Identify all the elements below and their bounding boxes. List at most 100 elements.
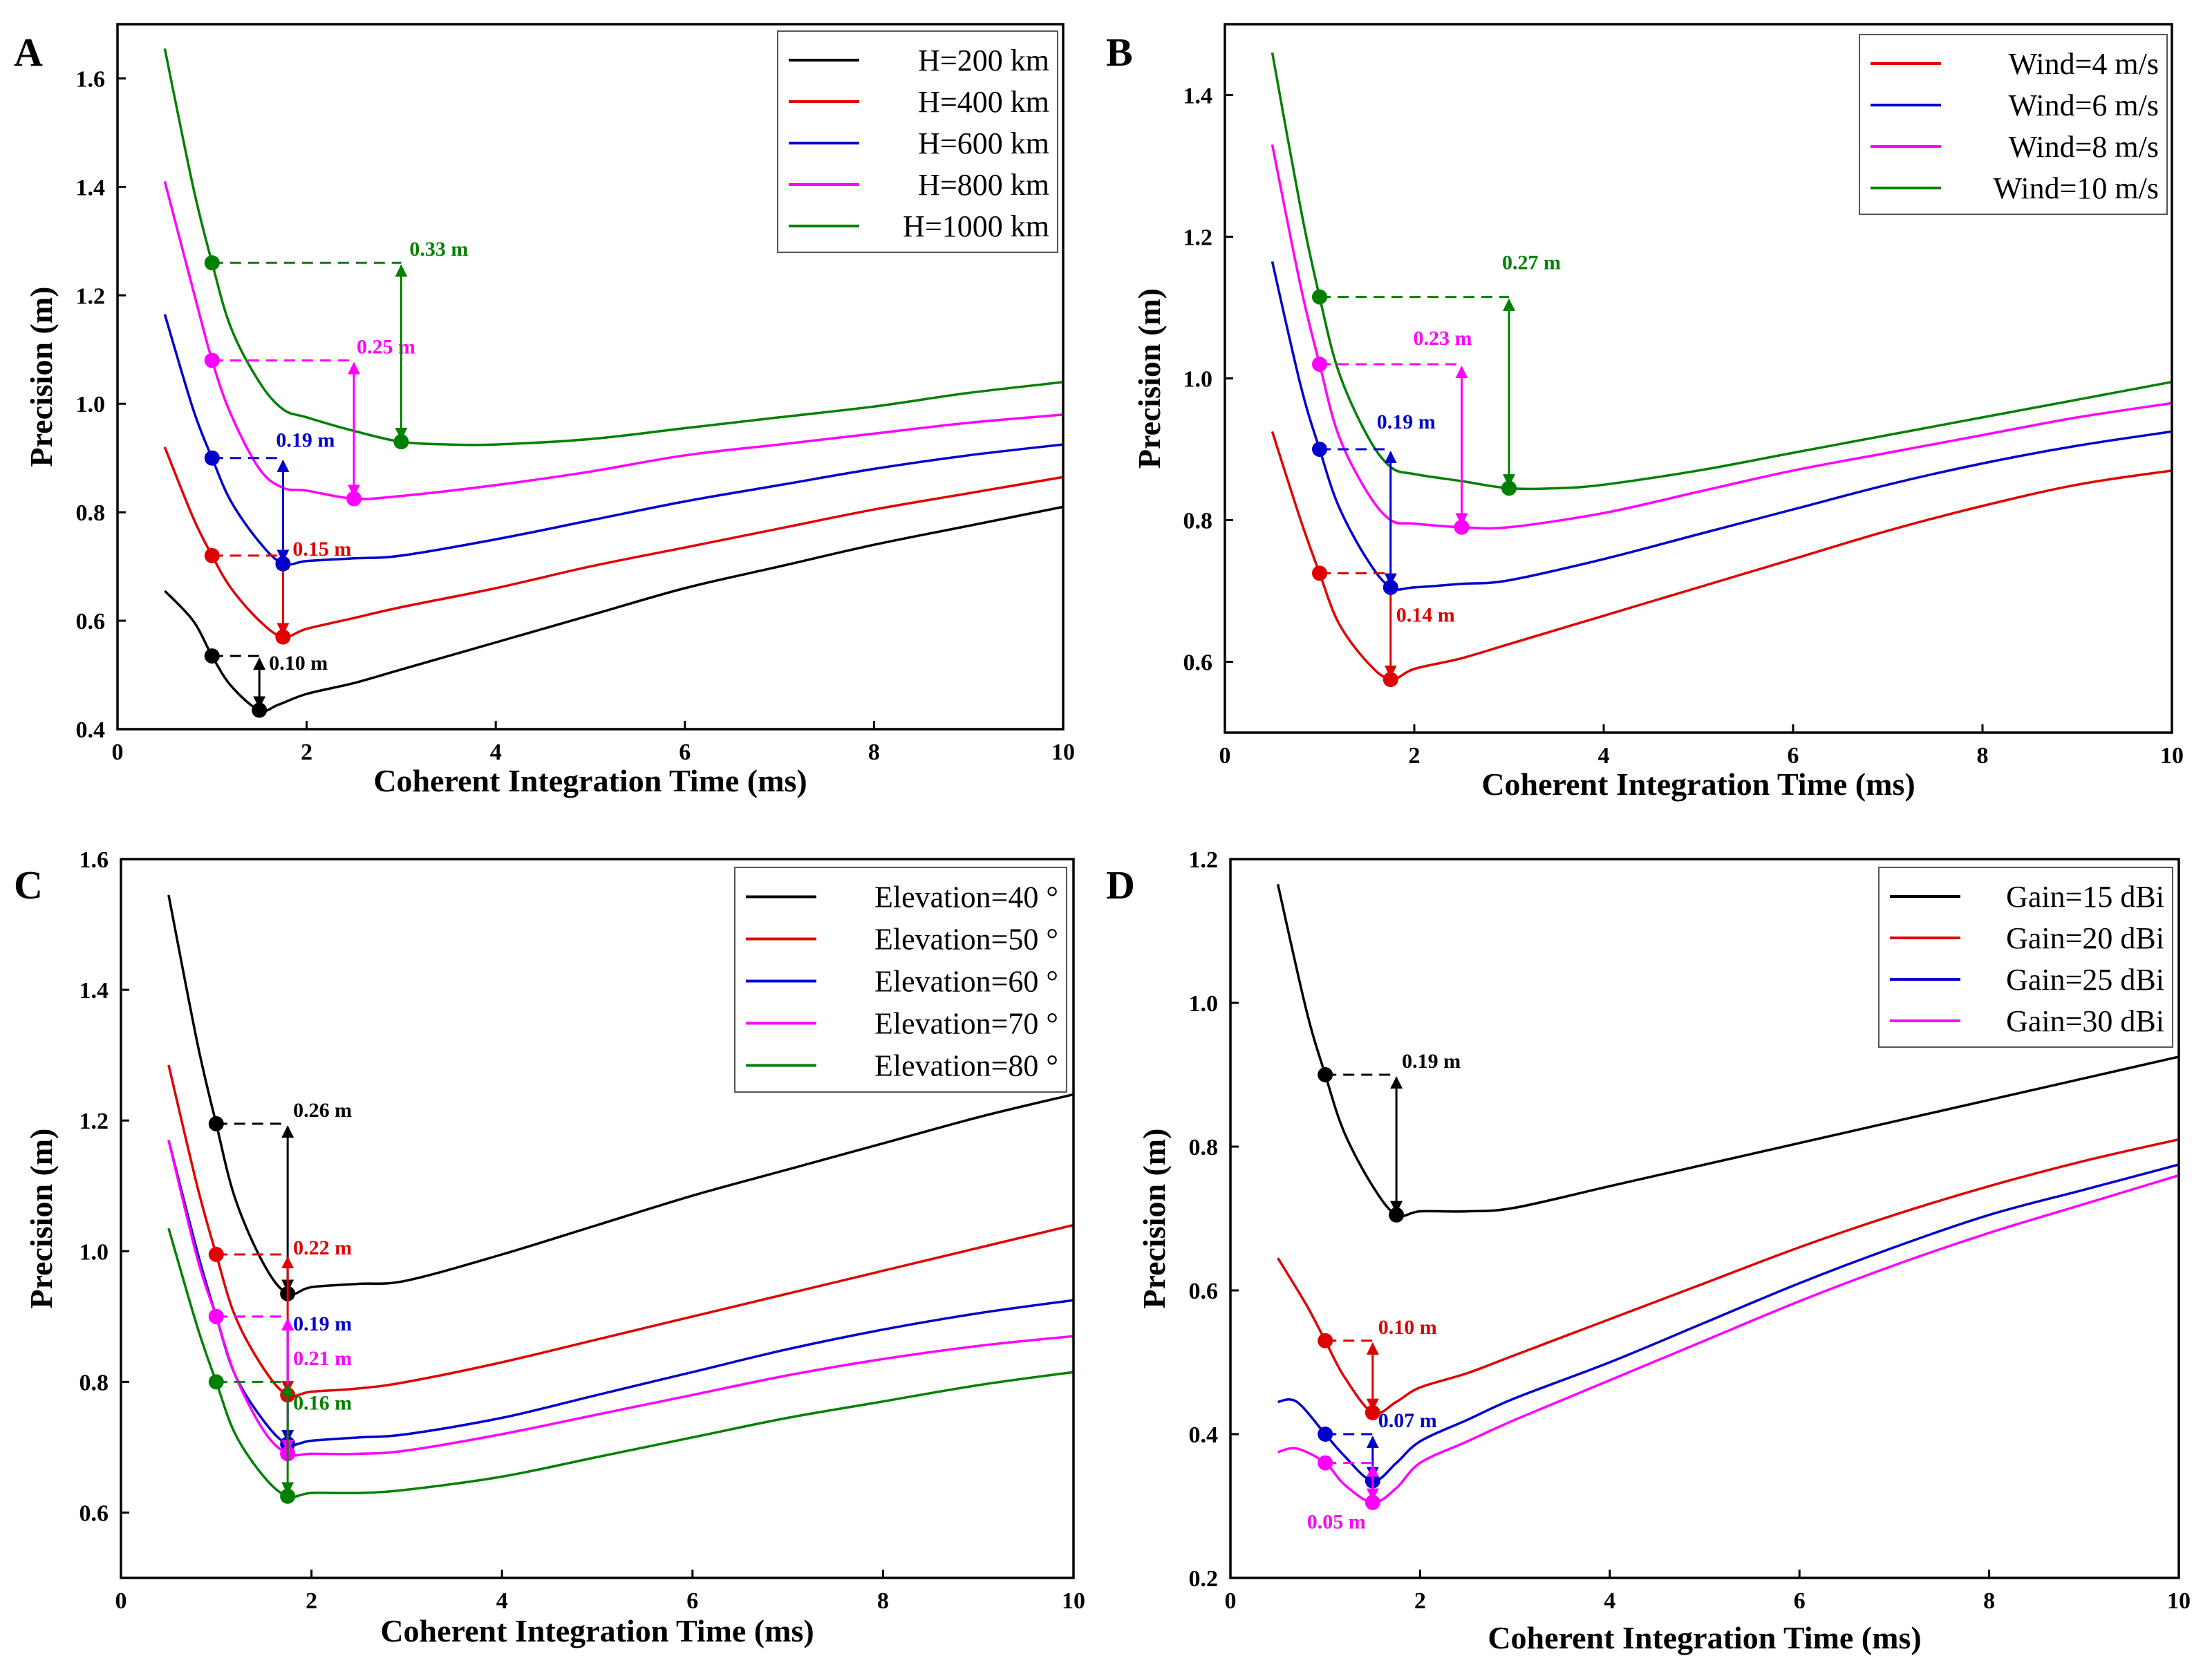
plot-frame <box>116 23 1065 731</box>
x-tick-label: 0 <box>112 740 124 765</box>
legend-entry: Gain=20 dBi <box>2006 921 2164 955</box>
x-tick-label: 0 <box>1225 1588 1237 1614</box>
legend-entry: Elevation=60 ° <box>874 965 1058 999</box>
x-tick-label: 6 <box>1788 743 1799 769</box>
series-line <box>1271 261 2172 591</box>
x-tick-label: 8 <box>868 740 880 765</box>
x-tick-label: 2 <box>301 740 312 765</box>
x-tick-label: 8 <box>1983 1588 1995 1614</box>
x-tick-label: 4 <box>490 740 502 765</box>
annotation-start-dot <box>204 352 220 368</box>
annotation-end-dot <box>1501 480 1517 496</box>
y-tick-label: 1.2 <box>1189 847 1219 873</box>
annotation-start-dot <box>204 648 220 664</box>
legend-entry: Gain=15 dBi <box>2006 880 2164 914</box>
annotation-end-dot <box>275 629 291 645</box>
annotation-end-dot <box>393 434 409 450</box>
y-axis-label: Precision (m) <box>1136 1128 1172 1308</box>
annotation-start-dot <box>208 1308 224 1324</box>
annotation-label: 0.19 m <box>1402 1050 1461 1073</box>
annotation-end-dot <box>280 1488 296 1504</box>
series-line <box>167 1227 1074 1498</box>
x-tick-label: 2 <box>306 1588 317 1614</box>
series-line <box>167 894 1074 1296</box>
annotation-label: 0.16 m <box>293 1391 352 1414</box>
series-line <box>1276 884 2179 1218</box>
panel-c: C 0 2 4 6 8 10 0.6 0.8 1.0 1.2 1.4 1.6 Coherent Integ… <box>14 847 1085 1648</box>
y-tick-label: 0.8 <box>79 1370 109 1395</box>
y-tick-label: 0.4 <box>76 717 106 743</box>
panel-letter: A <box>14 30 43 75</box>
y-tick-label: 0.8 <box>1189 1135 1219 1160</box>
annotation-end-dot <box>275 556 291 572</box>
annotation-end-dot <box>1382 672 1398 688</box>
x-axis-label: Coherent Integration Time (ms) <box>380 1613 814 1648</box>
annotation-label: 0.10 m <box>1378 1316 1437 1339</box>
annotation-label: 0.26 m <box>293 1099 352 1122</box>
annotation-label: 0.23 m <box>1414 327 1472 350</box>
legend: Elevation=40 ° Elevation=50 ° Elevation=60… <box>734 867 1067 1093</box>
y-tick-label: 1.2 <box>76 283 106 309</box>
x-tick-label: 10 <box>1062 1588 1085 1614</box>
series-line <box>1271 431 2172 681</box>
annotation-end-dot <box>1454 519 1470 535</box>
annotation-label: 0.19 m <box>293 1313 352 1335</box>
annotation-end-dot <box>1365 1494 1380 1510</box>
y-tick-label: 0.6 <box>79 1501 109 1526</box>
legend-entry: H=800 km <box>918 168 1049 202</box>
y-tick-label: 1.0 <box>1183 367 1213 393</box>
y-tick-label: 0.2 <box>1189 1566 1219 1592</box>
annotation-start-dot <box>1312 442 1327 457</box>
series-line <box>167 1064 1074 1398</box>
annotation-label: 0.05 m <box>1307 1511 1366 1534</box>
annotation-label: 0.15 m <box>292 538 351 561</box>
legend-entry: Wind=10 m/s <box>1994 171 2159 205</box>
annotation-label: 0.07 m <box>1378 1409 1437 1432</box>
plot-frame <box>120 858 1075 1579</box>
panel-d: D 0 2 4 6 8 10 0.2 0.4 0.6 0.8 1.0 1.2 Coherent Integ… <box>1106 847 2191 1655</box>
legend-entry: H=400 km <box>918 85 1049 119</box>
plot-frame <box>1224 23 2173 734</box>
annotation-end-dot <box>252 702 268 718</box>
series-line <box>163 446 1063 639</box>
x-tick-label: 10 <box>2160 743 2184 769</box>
y-tick-label: 1.0 <box>1189 991 1219 1017</box>
y-tick-label: 1.0 <box>76 392 106 417</box>
y-tick-label: 0.6 <box>1183 650 1213 676</box>
annotation-start-dot <box>1312 565 1327 581</box>
y-tick-label: 1.2 <box>79 1109 109 1134</box>
annotation-label: 0.27 m <box>1502 252 1561 274</box>
series-line <box>1277 1163 2179 1483</box>
x-tick-label: 8 <box>877 1588 889 1614</box>
panel-a: A 0 2 4 6 8 10 0.4 0.6 0.8 1.0 1.2 1.4 1.6 Coherent In… <box>14 23 1075 798</box>
panel-b: B 0 2 4 6 8 10 0.6 0.8 1.0 1.2 1.4 Coherent Integrat… <box>1106 23 2184 802</box>
series-line <box>1277 1174 2179 1504</box>
series-line <box>163 181 1063 500</box>
x-tick-label: 0 <box>1219 743 1231 769</box>
legend-entry: Elevation=80 ° <box>874 1049 1058 1083</box>
series-line <box>1271 52 2172 491</box>
annotation-label: 0.25 m <box>357 335 415 358</box>
legend: H=200 km H=400 km H=600 km H=800 km H=1000 k… <box>777 30 1058 253</box>
y-tick-label: 0.6 <box>76 609 106 634</box>
annotation-start-dot <box>208 1116 224 1131</box>
x-axis-label: Coherent Integration Time (ms) <box>373 763 807 798</box>
annotation-label: 0.19 m <box>1377 411 1436 433</box>
y-tick-label: 0.6 <box>1189 1279 1219 1304</box>
series-line <box>1277 1138 2179 1415</box>
annotation-end-dot <box>1365 1404 1380 1420</box>
legend-entry: Elevation=50 ° <box>874 923 1058 957</box>
y-tick-label: 1.6 <box>76 66 106 92</box>
panel-letter: D <box>1106 863 1135 907</box>
x-tick-label: 4 <box>496 1588 508 1614</box>
annotation-label: 0.21 m <box>293 1347 352 1370</box>
annotation-end-dot <box>346 491 362 507</box>
annotation-start-dot <box>1318 1455 1333 1471</box>
y-tick-label: 1.4 <box>79 978 109 1004</box>
legend-entry: Elevation=40 ° <box>874 881 1058 914</box>
series-line <box>1271 144 2172 530</box>
annotation-start-dot <box>1312 357 1327 372</box>
legend-entry: Gain=25 dBi <box>2006 963 2164 997</box>
legend-entry: Wind=6 m/s <box>2009 88 2159 122</box>
